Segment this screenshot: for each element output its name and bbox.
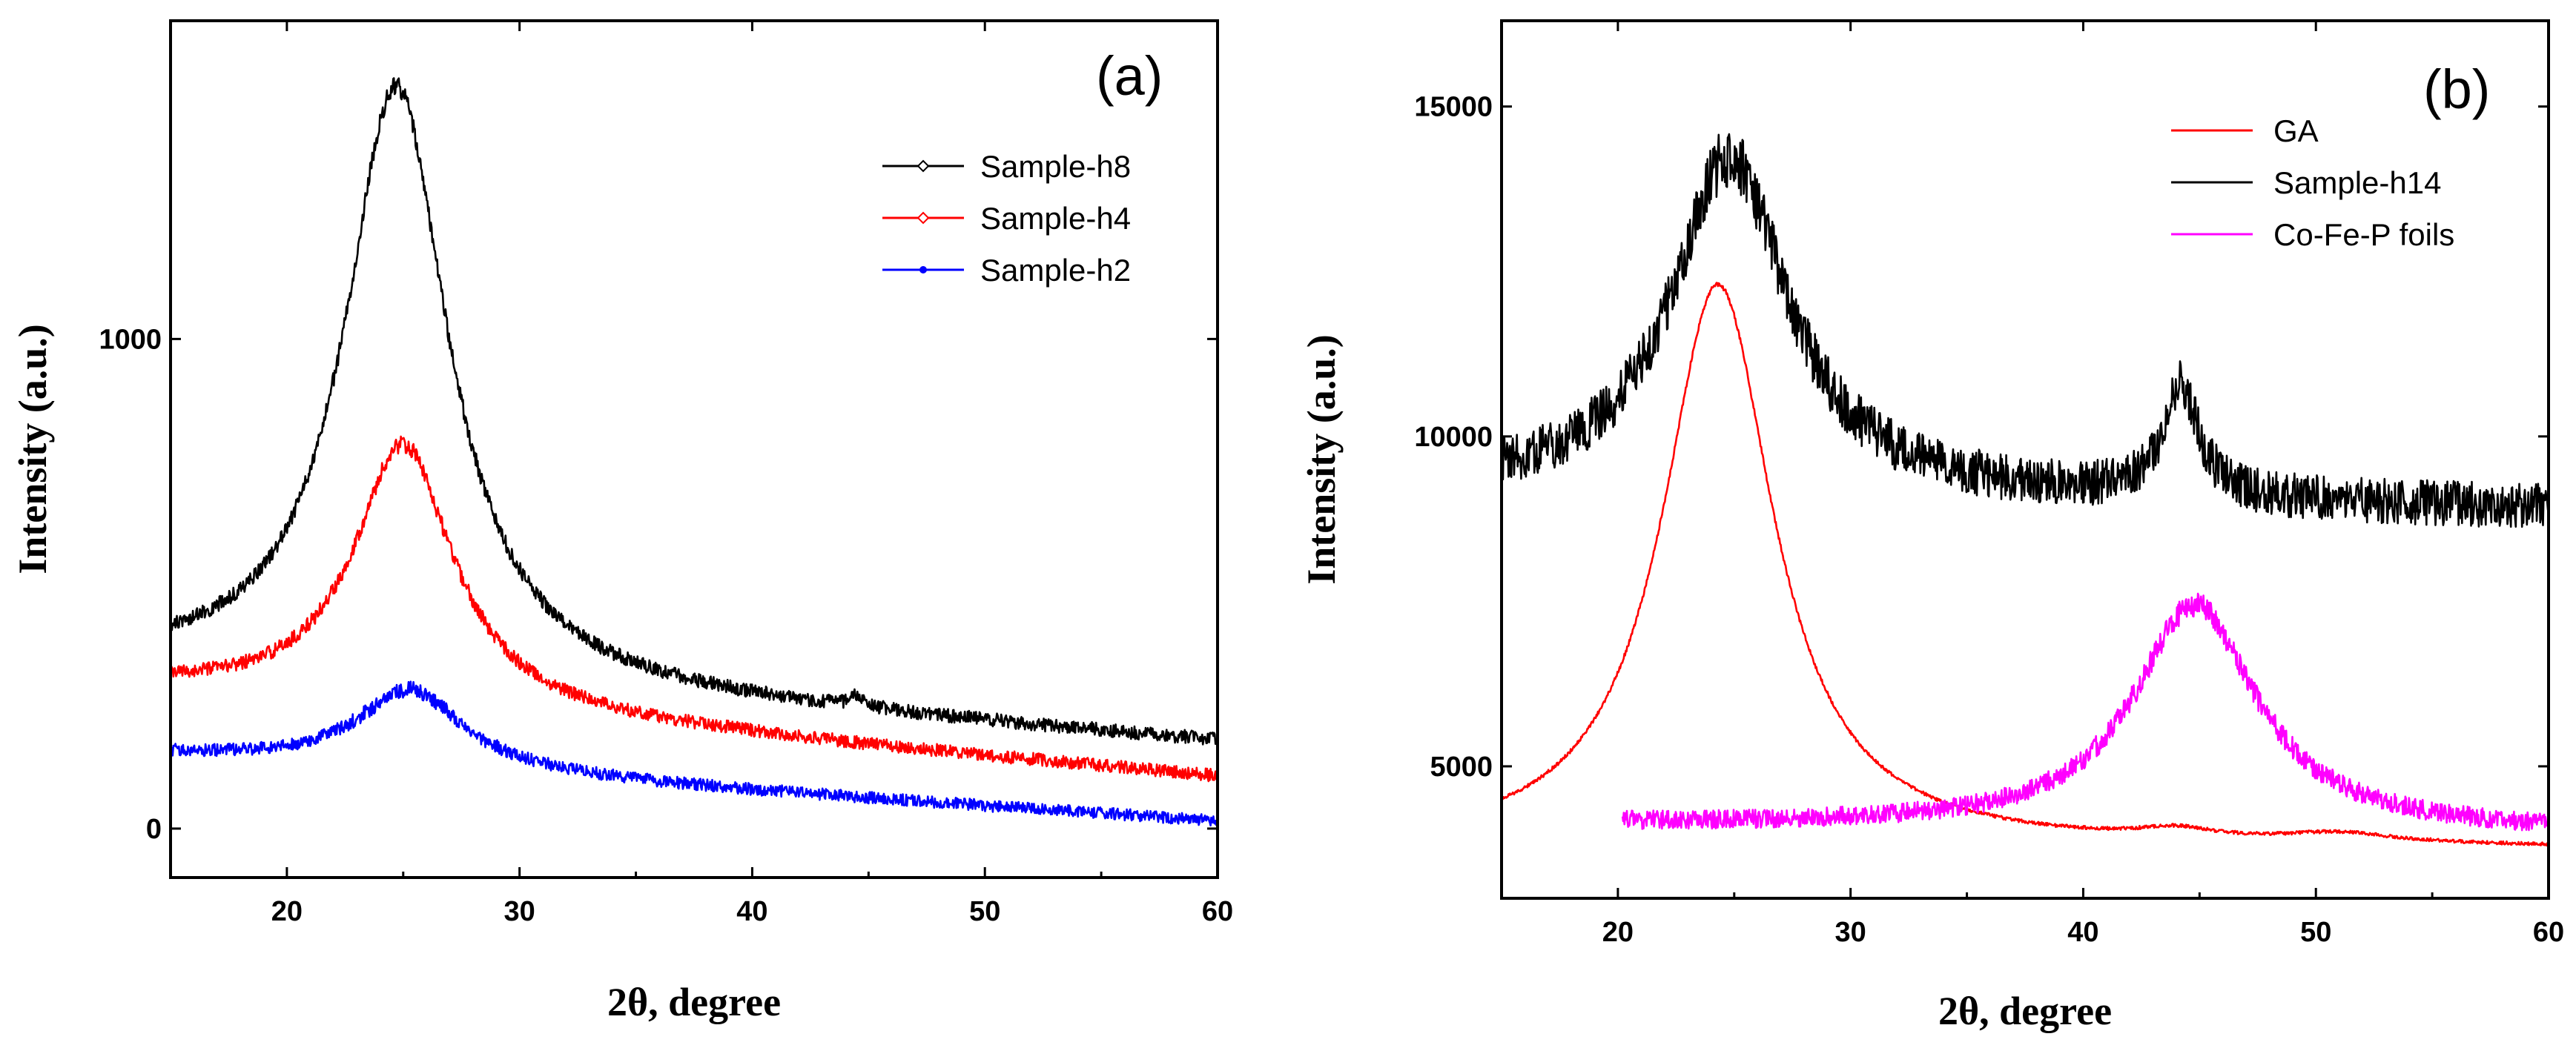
panel-a: 20 30 40 50 60 0 1000 2θ, degree Intensity (a… [10,19,1233,1024]
series-line-sample-h14 [1500,133,2550,528]
panel-b-x-axis-title: 2θ, degree [1938,989,2112,1033]
x-tick-label: 30 [504,896,535,927]
x-tick-label: 20 [1602,917,1634,948]
series-line-sample-h2 [169,680,1219,827]
legend-label: GA [2273,113,2319,148]
panel-b-frame [1500,19,2550,900]
series-line-sample-h4 [169,435,1219,783]
legend-label: Sample-h8 [980,149,1131,184]
y-tick-label: 5000 [1430,752,1493,783]
panel-a-y-axis-title: Intensity (a.u.) [10,324,55,574]
panel-b-y-ticks: 5000 10000 15000 [1414,92,2549,783]
legend-marker-diamond [917,211,930,225]
y-tick-label: 10000 [1414,422,1493,453]
panel-a-y-ticks: 0 1000 [99,324,1218,845]
panel-a-x-ticks: 20 30 40 50 60 [169,21,1233,927]
x-tick-label: 50 [969,896,1000,927]
series-line-sample-h8 [169,77,1219,746]
x-tick-label: 40 [736,896,767,927]
x-tick-label: 60 [1202,896,1233,927]
panel-b-y-axis-title: Intensity (a.u.) [1299,334,1344,585]
x-tick-label: 20 [271,896,303,927]
y-tick-label: 0 [146,814,162,845]
y-tick-label: 15000 [1414,92,1493,123]
legend-marker-diamond [917,159,930,173]
panel-a-legend: Sample-h8 Sample-h4 Sample-h2 [882,149,1131,288]
panel-a-plot-area [169,77,1219,827]
x-tick-label: 60 [2533,917,2564,948]
panel-a-label: (a) [1096,45,1163,107]
legend-marker-dot [919,266,927,273]
legend-label: Co-Fe-P foils [2273,217,2454,252]
x-tick-label: 30 [1835,917,1866,948]
panel-b-label: (b) [2423,59,2490,120]
x-tick-label: 50 [2300,917,2331,948]
panel-a-x-axis-title: 2θ, degree [607,980,781,1024]
y-tick-label: 1000 [99,324,162,355]
panel-b-x-ticks: 20 30 40 50 60 [1500,21,2564,948]
legend-label: Sample-h2 [980,253,1131,288]
series-line-co-fe-p-foils [1621,592,2550,832]
panel-b-legend: GA Sample-h14 Co-Fe-P foils [2171,113,2454,252]
panel-b: 20 30 40 50 60 5000 10000 15000 2θ, degree Int… [1299,19,2564,1033]
legend-label: Sample-h14 [2273,165,2441,200]
panel-b-plot-area [1500,133,2550,847]
panel-a-frame [169,19,1219,879]
series-line-ga [1500,282,2550,847]
legend-label: Sample-h4 [980,201,1131,236]
x-tick-label: 40 [2067,917,2098,948]
